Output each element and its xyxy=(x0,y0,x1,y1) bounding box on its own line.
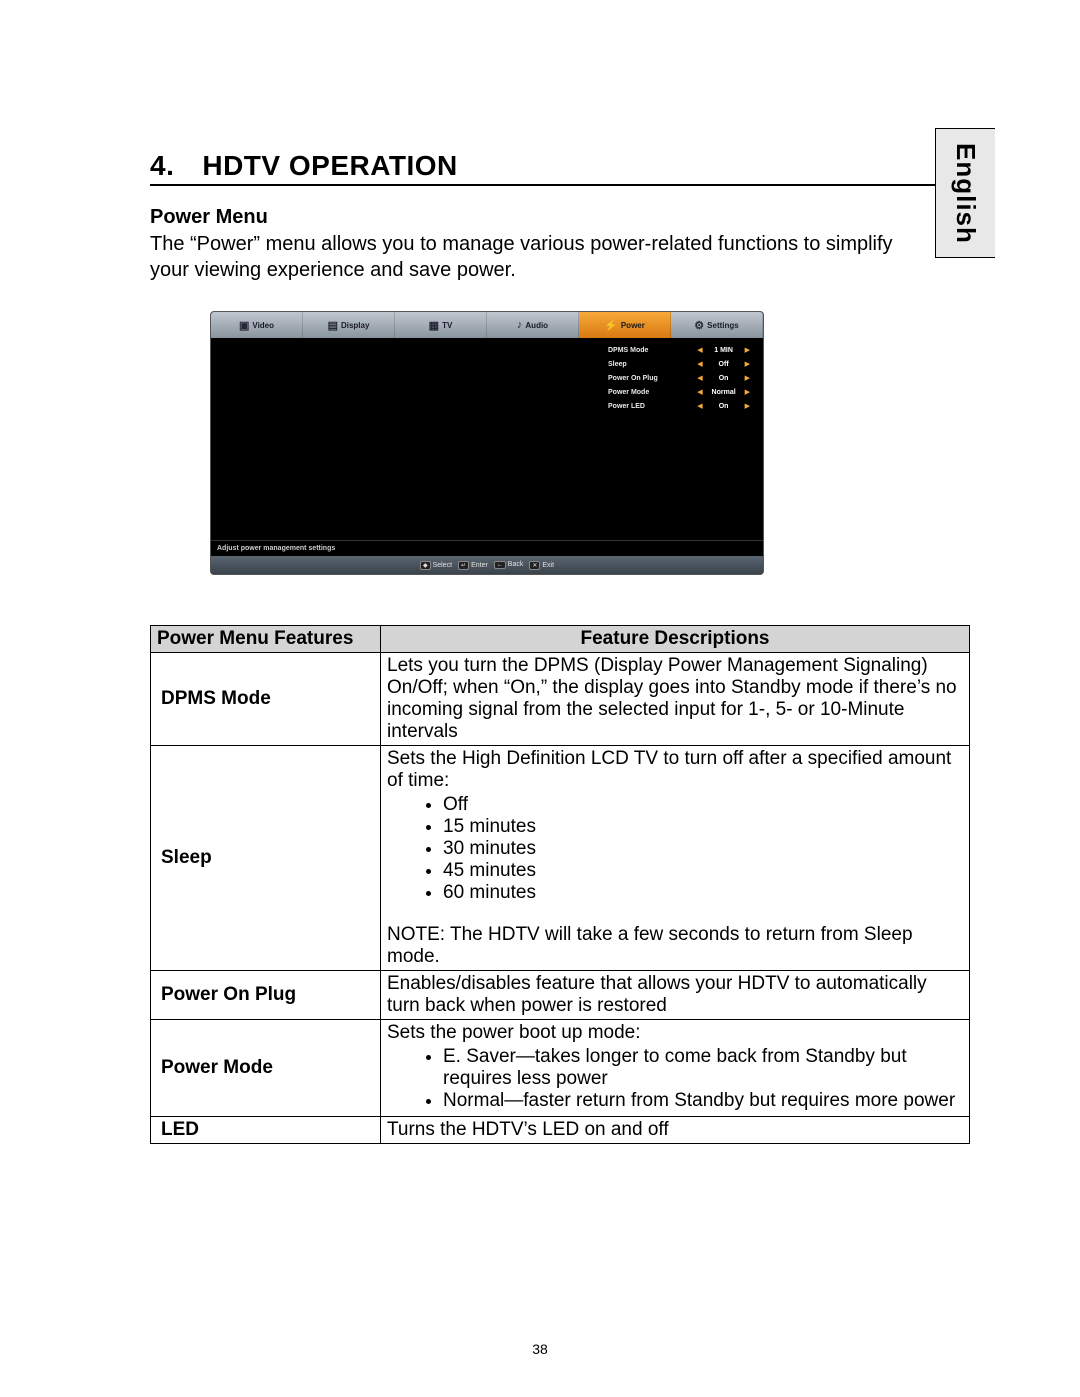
manual-page: English 4. HDTV OPERATION Power Menu The … xyxy=(0,0,1080,1204)
osd-tab-audio[interactable]: ♪Audio xyxy=(487,312,579,338)
description-bullet-list: E. Saver—takes longer to come back from … xyxy=(443,1046,963,1112)
list-item: Off xyxy=(443,794,963,816)
display-icon: ▤ xyxy=(328,319,338,332)
key-icon: ✕ xyxy=(529,561,540,570)
osd-option-row[interactable]: DPMS Mode◀1 MIN▶ xyxy=(608,344,753,356)
table-header-descriptions: Feature Descriptions xyxy=(381,626,970,653)
osd-option-row[interactable]: Power Mode◀Normal▶ xyxy=(608,386,753,398)
osd-option-value: Normal xyxy=(706,389,742,396)
video-icon: ▣ xyxy=(239,319,249,332)
arrow-left-icon[interactable]: ◀ xyxy=(694,402,705,410)
arrow-left-icon[interactable]: ◀ xyxy=(694,346,705,354)
language-tab: English xyxy=(935,128,995,258)
arrow-right-icon[interactable]: ▶ xyxy=(742,402,753,410)
osd-tab-bar: ▣Video▤Display▦TV♪Audio⚡Power⚙Settings xyxy=(211,312,763,338)
feature-name-cell: LED xyxy=(151,1117,381,1144)
table-row: Power On PlugEnables/disables feature th… xyxy=(151,971,970,1020)
osd-options-panel: DPMS Mode◀1 MIN▶Sleep◀Off▶Power On Plug◀… xyxy=(608,344,753,414)
description-text: Sets the power boot up mode: xyxy=(387,1022,963,1044)
osd-footer-item: ◆Select xyxy=(420,561,452,570)
section-number: 4. xyxy=(150,150,174,182)
osd-option-row[interactable]: Power On Plug◀On▶ xyxy=(608,372,753,384)
list-item: 15 minutes xyxy=(443,816,963,838)
osd-tab-tv[interactable]: ▦TV xyxy=(395,312,487,338)
feature-description-cell: Sets the power boot up mode:E. Saver—tak… xyxy=(381,1020,970,1117)
osd-tab-display[interactable]: ▤Display xyxy=(303,312,395,338)
description-text: Turns the HDTV’s LED on and off xyxy=(387,1119,963,1141)
osd-screenshot: ▣Video▤Display▦TV♪Audio⚡Power⚙Settings D… xyxy=(210,311,764,575)
list-item: E. Saver—takes longer to come back from … xyxy=(443,1046,963,1090)
description-note: NOTE: The HDTV will take a few seconds t… xyxy=(387,924,963,968)
page-number: 38 xyxy=(0,1341,1080,1357)
osd-footer-item: ↵Enter xyxy=(458,561,488,570)
list-item: 60 minutes xyxy=(443,882,963,904)
arrow-right-icon[interactable]: ▶ xyxy=(742,360,753,368)
feature-name-cell: Sleep xyxy=(151,746,381,971)
osd-tab-label: Power xyxy=(621,321,645,330)
list-item: 30 minutes xyxy=(443,838,963,860)
section-heading: 4. HDTV OPERATION xyxy=(150,150,970,186)
osd-option-row[interactable]: Power LED◀On▶ xyxy=(608,400,753,412)
list-item: Normal—faster return from Standby but re… xyxy=(443,1090,963,1112)
feature-description-cell: Enables/disables feature that allows you… xyxy=(381,971,970,1020)
osd-tab-power[interactable]: ⚡Power xyxy=(579,312,671,338)
osd-footer: ◆Select ↵Enter ←Back ✕Exit xyxy=(211,556,763,574)
osd-option-value: On xyxy=(706,375,742,382)
osd-body: DPMS Mode◀1 MIN▶Sleep◀Off▶Power On Plug◀… xyxy=(211,338,763,540)
osd-tab-label: Display xyxy=(341,321,369,330)
osd-tab-label: TV xyxy=(442,321,452,330)
feature-name-cell: Power Mode xyxy=(151,1020,381,1117)
osd-option-label: Power On Plug xyxy=(608,375,694,382)
osd-tab-video[interactable]: ▣Video xyxy=(211,312,303,338)
table-row: LED Turns the HDTV’s LED on and off xyxy=(151,1117,970,1144)
table-row: Power ModeSets the power boot up mode:E.… xyxy=(151,1020,970,1117)
key-icon: ◆ xyxy=(420,561,431,570)
feature-name-cell: Power On Plug xyxy=(151,971,381,1020)
language-label: English xyxy=(950,143,981,244)
osd-option-value: Off xyxy=(706,361,742,368)
list-item: 45 minutes xyxy=(443,860,963,882)
section-title-text: HDTV OPERATION xyxy=(202,150,457,181)
table-row: SleepSets the High Definition LCD TV to … xyxy=(151,746,970,971)
osd-tab-settings[interactable]: ⚙Settings xyxy=(671,312,763,338)
description-bullet-list: Off15 minutes30 minutes45 minutes60 minu… xyxy=(443,794,963,904)
osd-option-row[interactable]: Sleep◀Off▶ xyxy=(608,358,753,370)
features-table: Power Menu Features Feature Descriptions… xyxy=(150,625,970,1144)
settings-icon: ⚙ xyxy=(694,319,704,332)
arrow-right-icon[interactable]: ▶ xyxy=(742,374,753,382)
osd-hint-text: Adjust power management settings xyxy=(211,540,763,556)
feature-name-cell: DPMS Mode xyxy=(151,653,381,746)
key-icon: ← xyxy=(494,561,506,569)
key-icon: ↵ xyxy=(458,561,469,570)
osd-option-label: DPMS Mode xyxy=(608,347,694,354)
osd-tab-label: Video xyxy=(252,321,274,330)
arrow-left-icon[interactable]: ◀ xyxy=(694,388,705,396)
osd-option-label: Power LED xyxy=(608,403,694,410)
description-text: Enables/disables feature that allows you… xyxy=(387,973,963,1017)
arrow-left-icon[interactable]: ◀ xyxy=(694,360,705,368)
audio-icon: ♪ xyxy=(517,319,523,331)
table-row: DPMS ModeLets you turn the DPMS (Display… xyxy=(151,653,970,746)
feature-description-cell: Turns the HDTV’s LED on and off xyxy=(381,1117,970,1144)
feature-description-cell: Sets the High Definition LCD TV to turn … xyxy=(381,746,970,971)
tv-icon: ▦ xyxy=(429,319,439,332)
osd-option-label: Power Mode xyxy=(608,389,694,396)
osd-option-value: 1 MIN xyxy=(706,347,742,354)
subsection-title: Power Menu xyxy=(150,206,970,229)
description-text: Lets you turn the DPMS (Display Power Ma… xyxy=(387,655,963,743)
arrow-left-icon[interactable]: ◀ xyxy=(694,374,705,382)
intro-paragraph: The “Power” menu allows you to manage va… xyxy=(150,231,910,283)
table-header-features: Power Menu Features xyxy=(151,626,381,653)
osd-footer-item: ✕Exit xyxy=(529,561,554,570)
osd-footer-item: ←Back xyxy=(494,561,524,569)
arrow-right-icon[interactable]: ▶ xyxy=(742,388,753,396)
osd-option-value: On xyxy=(706,403,742,410)
arrow-right-icon[interactable]: ▶ xyxy=(742,346,753,354)
power-icon: ⚡ xyxy=(604,319,618,332)
osd-tab-label: Settings xyxy=(707,321,739,330)
description-text: Sets the High Definition LCD TV to turn … xyxy=(387,748,963,792)
feature-description-cell: Lets you turn the DPMS (Display Power Ma… xyxy=(381,653,970,746)
osd-option-label: Sleep xyxy=(608,361,694,368)
osd-tab-label: Audio xyxy=(525,321,548,330)
